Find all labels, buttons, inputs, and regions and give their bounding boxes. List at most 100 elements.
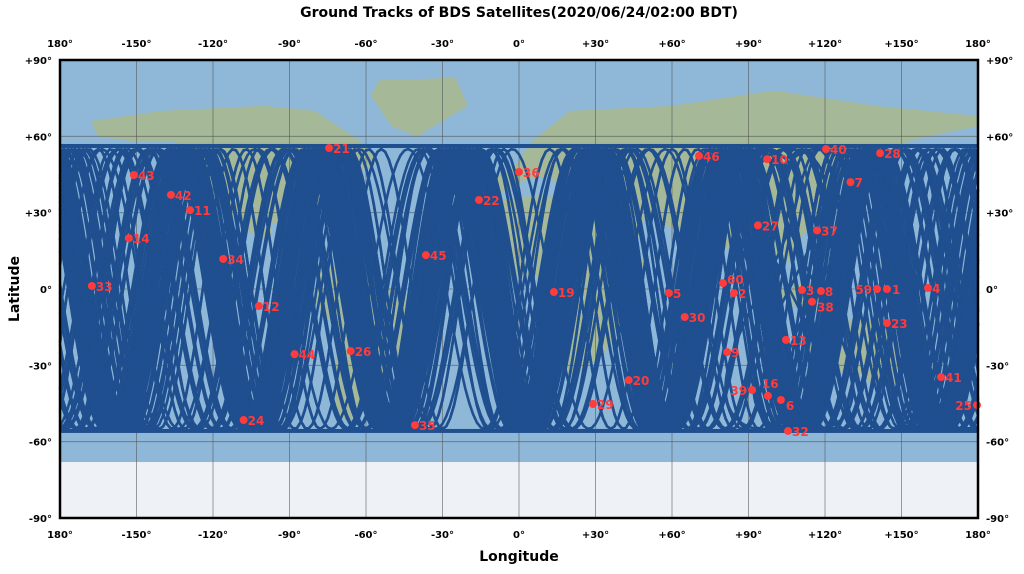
track-band-north (60, 143, 978, 148)
satellite-30: 30 (680, 311, 706, 325)
satellite-29: 29 (588, 398, 614, 412)
satellite-marker (798, 286, 807, 295)
satellite-label: 30 (689, 311, 706, 325)
y-tick-label-left: -60° (29, 438, 52, 449)
satellite-label: 14 (133, 232, 150, 246)
satellite-marker (816, 287, 825, 296)
x-tick-label-bottom: -60° (354, 530, 377, 541)
x-tick-label-top: +120° (808, 39, 842, 50)
x-tick-label-top: 180° (47, 39, 73, 50)
satellite-24: 24 (239, 414, 264, 428)
satellite-13: 13 (781, 334, 807, 348)
satellite-marker (124, 234, 133, 243)
satellite-marker (781, 335, 790, 344)
y-tick-label-right: 0° (986, 285, 998, 296)
y-tick-label-left: +90° (25, 56, 52, 67)
ground-track (58, 147, 980, 431)
satellite-label: 60 (727, 273, 744, 287)
satellite-label: 21 (333, 142, 350, 156)
satellite-4: 4 (924, 282, 940, 296)
greenland-landmass (371, 77, 468, 137)
igso-track (780, 147, 855, 431)
satellite-6: 6 (776, 395, 794, 413)
satellite-label: 44 (299, 348, 316, 362)
x-tick-label-bottom: +60° (658, 530, 685, 541)
ground-tracks (58, 143, 980, 433)
satellite-marker (588, 400, 597, 409)
satellite-38: 38 (807, 297, 834, 315)
y-tick-label-right: -30° (986, 361, 1009, 372)
ground-track (58, 147, 980, 431)
satellite-3: 3 (798, 284, 814, 298)
satellite-8: 8 (816, 285, 833, 299)
x-tick-label-bottom: +120° (808, 530, 842, 541)
satellite-label: 29 (597, 398, 614, 412)
satellite-marker (822, 145, 831, 154)
x-tick-label-top: -30° (431, 39, 454, 50)
satellite-marker (325, 144, 334, 153)
satellite-label: 42 (175, 189, 192, 203)
x-tick-label-bottom: -150° (121, 530, 151, 541)
satellite-label: 38 (817, 301, 834, 315)
satellite-16: 16 (762, 377, 779, 400)
satellite-label: 4 (932, 282, 940, 296)
satellite-label: 11 (194, 204, 211, 218)
satellite-marker (924, 283, 933, 292)
y-tick-label-right: -90° (986, 514, 1009, 525)
x-tick-label-top: -150° (121, 39, 151, 50)
satellite-37: 37 (813, 224, 838, 238)
satellite-marker (474, 195, 483, 204)
y-tick-label-left: +30° (25, 209, 52, 220)
satellite-41: 41 (937, 371, 962, 385)
satellite-label: 8 (825, 285, 833, 299)
satellite-marker (846, 178, 855, 187)
satellite-label: 1 (892, 283, 900, 297)
satellite-2: 2 (729, 287, 746, 301)
x-tick-label-bottom: 0° (513, 530, 525, 541)
satellite-32: 32 (784, 425, 809, 439)
x-tick-label-bottom: +150° (884, 530, 918, 541)
satellite-44: 44 (290, 348, 316, 362)
axis-ticks: 180°180°-150°-150°-120°-120°-90°-90°-60°… (25, 39, 1014, 541)
igso-track (752, 147, 827, 431)
satellite-60: 60 (719, 273, 744, 288)
satellite-26: 26 (346, 345, 371, 359)
satellite-label: 9 (731, 346, 739, 360)
satellite-label: 25 (955, 399, 972, 413)
satellite-marker (219, 254, 228, 263)
satellite-27: 27 (753, 219, 779, 233)
satellite-33: 33 (87, 280, 113, 294)
x-tick-label-top: +150° (884, 39, 918, 50)
track-band-south (60, 428, 978, 433)
x-tick-label-top: -90° (278, 39, 301, 50)
satellite-35: 35 (410, 419, 436, 433)
satellite-marker (254, 302, 263, 311)
x-tick-label-bottom: +90° (735, 530, 762, 541)
y-tick-label-right: +60° (986, 132, 1013, 143)
satellite-label: 3 (806, 284, 814, 298)
satellite-marker (186, 206, 195, 215)
satellite-label: 33 (96, 280, 113, 294)
satellite-39: 39 (730, 384, 757, 398)
satellite-marker (784, 426, 793, 435)
satellite-marker (166, 190, 175, 199)
satellite-marker (729, 289, 738, 298)
satellite-label: 27 (762, 219, 779, 233)
satellite-marker (719, 279, 727, 288)
y-tick-label-left: -90° (29, 514, 52, 525)
y-tick-label-left: 0° (40, 285, 52, 296)
satellite-label: 41 (945, 371, 962, 385)
x-tick-label-bottom: +30° (582, 530, 609, 541)
satellite-marker (748, 386, 757, 395)
satellite-marker (723, 348, 732, 357)
satellite-9: 9 (723, 346, 739, 360)
satellite-11: 11 (186, 204, 211, 218)
x-tick-label-top: 0° (513, 39, 525, 50)
satellite-1: 1 (882, 283, 900, 297)
satellite-marker (680, 312, 689, 321)
satellite-marker (753, 221, 762, 230)
satellite-marker (129, 171, 138, 180)
satellite-46: 46 (695, 150, 720, 164)
x-axis-label: Longitude (479, 549, 559, 565)
